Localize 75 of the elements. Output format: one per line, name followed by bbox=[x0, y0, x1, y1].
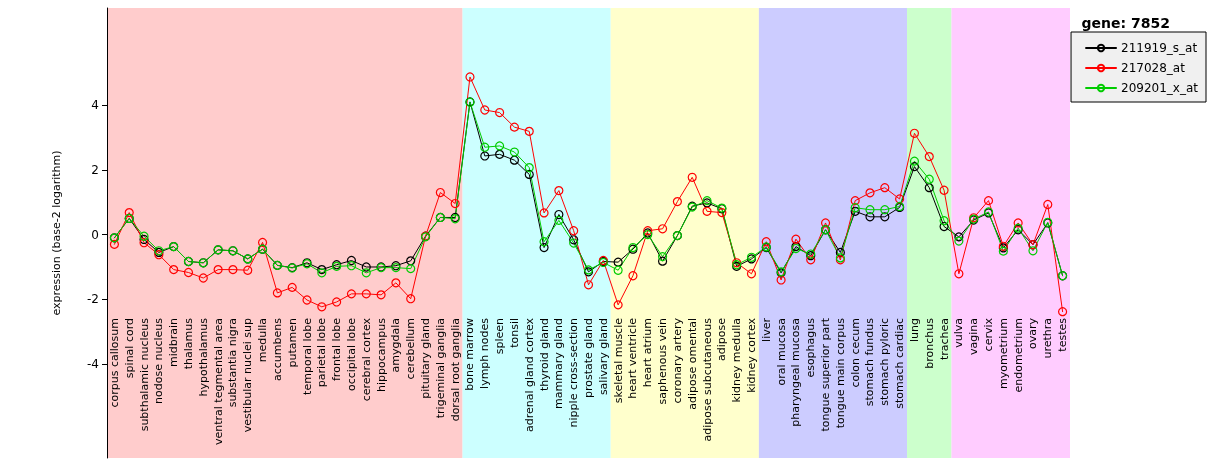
x-tick-label: tonsil bbox=[507, 318, 521, 348]
x-tick-label: cerebellum bbox=[404, 318, 418, 380]
x-tick-label: mammary gland bbox=[552, 318, 566, 409]
legend-title: gene: 7852 bbox=[1081, 15, 1171, 31]
x-tick-label: stomach cardiac bbox=[893, 318, 907, 409]
x-tick-label: ventral tegmental area bbox=[211, 318, 225, 446]
x-tick-label: lung bbox=[907, 318, 921, 342]
x-tick-label: coronary artery bbox=[670, 317, 684, 404]
x-tick-label: heart atrium bbox=[641, 318, 655, 388]
x-tick-label: adipose bbox=[715, 317, 729, 361]
x-tick-label: urethra bbox=[1041, 318, 1055, 359]
x-tick-label: prostate gland bbox=[582, 318, 595, 399]
x-tick-label: colon cecum bbox=[848, 318, 862, 388]
y-tick-label: 2 bbox=[91, 162, 99, 177]
y-tick-label: -4 bbox=[87, 357, 99, 372]
x-tick-label: vestibular nuclei sup bbox=[241, 317, 255, 433]
x-tick-label: adipose subcutaneous bbox=[700, 317, 714, 442]
x-tick-label: stomach fundus bbox=[863, 317, 877, 407]
x-tick-label: esophagus bbox=[804, 317, 818, 378]
x-tick-label: cervix bbox=[982, 317, 996, 352]
x-tick-label: testes bbox=[1056, 317, 1070, 352]
x-tick-label: adipose omental bbox=[685, 318, 699, 410]
x-tick-label: nipple cross-section bbox=[567, 317, 581, 428]
x-tick-label: midbrain bbox=[167, 317, 181, 368]
x-tick-label: occipital lobe bbox=[344, 317, 358, 392]
y-tick-label: -2 bbox=[87, 292, 99, 307]
x-tick-label: spinal cord bbox=[122, 318, 136, 379]
y-axis-title: expression (base-2 logarithm) bbox=[50, 150, 63, 316]
x-tick-label: temporal lobe bbox=[300, 317, 314, 395]
x-tick-label: salivary gland bbox=[596, 318, 610, 396]
x-tick-label: tongue main corpus bbox=[833, 317, 847, 429]
x-tick-label: spleen bbox=[493, 317, 507, 355]
x-tick-label: oral mucosa bbox=[774, 318, 788, 386]
legend-label: 211919_s_at bbox=[1121, 41, 1198, 55]
x-tick-label: bronchus bbox=[922, 317, 936, 369]
x-tick-label: stomach pyloric bbox=[878, 318, 892, 406]
y-tick-label: 4 bbox=[91, 98, 99, 113]
x-tick-label: tongue superior part bbox=[819, 317, 833, 432]
legend-label: 209201_x_at bbox=[1121, 81, 1199, 95]
x-tick-label: bone marrow bbox=[463, 318, 477, 391]
x-tick-label: liver bbox=[759, 317, 773, 342]
x-tick-label: trigeminal ganglia bbox=[433, 318, 447, 419]
x-tick-label: corpus callosum bbox=[107, 318, 121, 408]
x-tick-label: vulva bbox=[952, 318, 966, 348]
x-tick-label: amygdala bbox=[389, 318, 403, 373]
x-tick-label: parietal lobe bbox=[315, 317, 329, 388]
x-tick-label: trachea bbox=[937, 318, 951, 361]
x-tick-label: putamen bbox=[285, 317, 299, 368]
x-tick-label: hippocampus bbox=[374, 317, 388, 392]
x-tick-label: accumbens bbox=[270, 317, 284, 381]
x-tick-label: kidney medulla bbox=[730, 318, 744, 403]
legend-label: 217028_at bbox=[1121, 61, 1186, 75]
x-tick-label: pharyngeal mucosa bbox=[789, 318, 803, 427]
x-tick-label: thalamus bbox=[181, 317, 195, 370]
y-tick-label: 0 bbox=[91, 227, 99, 242]
x-tick-label: hypothalamus bbox=[196, 317, 210, 397]
x-tick-label: lymph nodes bbox=[478, 317, 492, 389]
x-tick-label: frontal lobe bbox=[330, 317, 344, 381]
x-tick-label: cerebral cortex bbox=[359, 317, 373, 402]
x-tick-label: heart ventricle bbox=[626, 317, 640, 399]
x-tick-label: substantia nigra bbox=[226, 318, 240, 408]
x-tick-label: pituitary gland bbox=[419, 318, 433, 399]
x-tick-label: vagina bbox=[967, 318, 981, 356]
x-tick-label: kidney cortex bbox=[744, 317, 758, 393]
x-tick-label: medulla bbox=[256, 318, 270, 363]
x-tick-label: nodose nucleus bbox=[152, 317, 166, 404]
x-tick-label: thyroid gland bbox=[537, 318, 551, 392]
x-tick-label: saphenous vein bbox=[656, 317, 670, 405]
x-tick-label: adrenal gland cortex bbox=[522, 317, 536, 432]
x-tick-label: endometrium bbox=[1011, 318, 1025, 393]
x-tick-label: myometrium bbox=[996, 318, 1010, 390]
x-tick-label: subthalamic nucleus bbox=[137, 317, 151, 432]
x-tick-label: ovary bbox=[1026, 317, 1040, 350]
x-tick-label: dorsal root ganglia bbox=[448, 318, 462, 422]
x-tick-label: skeletal muscle bbox=[611, 317, 625, 404]
